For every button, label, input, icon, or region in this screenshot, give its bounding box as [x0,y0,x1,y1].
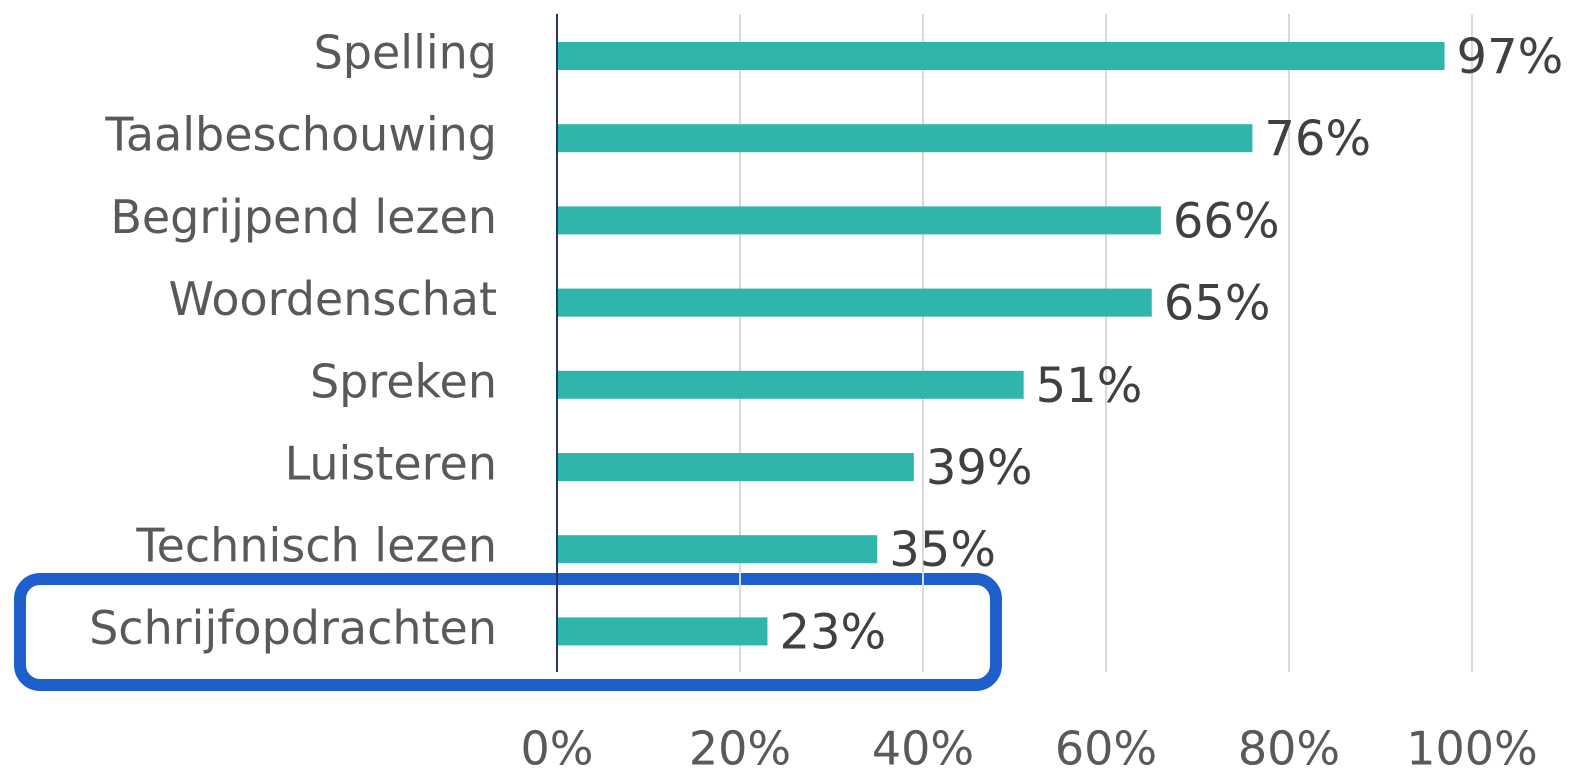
bar [557,206,1161,235]
value-label: 97% [1457,29,1564,85]
category-label: Woordenschat [169,272,497,326]
category-label: Begrijpend lezen [110,190,497,244]
category-label: Taalbeschouwing [104,108,497,162]
value-label: 65% [1164,276,1271,332]
x-tick-label: 100% [1406,722,1538,776]
value-label: 23% [779,604,886,660]
category-label: Spelling [314,26,497,80]
bar [557,288,1152,317]
category-label: Spreken [310,354,497,408]
category-label: Schrijfopdrachten [89,601,497,655]
value-label: 66% [1173,193,1280,249]
value-label: 35% [889,522,996,578]
bar [557,617,768,646]
bar [557,453,914,481]
bar [557,535,878,564]
x-tick-label: 20% [689,722,791,776]
category-label: Luisteren [285,437,497,491]
x-tick-label: 0% [521,722,594,776]
category-label: Technisch lezen [135,519,497,573]
bar [557,370,1024,399]
x-tick-label: 80% [1238,722,1340,776]
highlight-box [14,573,1002,691]
x-tick-label: 40% [872,722,974,776]
x-tick-label: 60% [1055,722,1157,776]
value-label: 51% [1036,358,1143,414]
value-label: 76% [1264,111,1371,167]
bar [557,124,1253,153]
value-label: 39% [926,440,1033,496]
bar [557,42,1445,70]
